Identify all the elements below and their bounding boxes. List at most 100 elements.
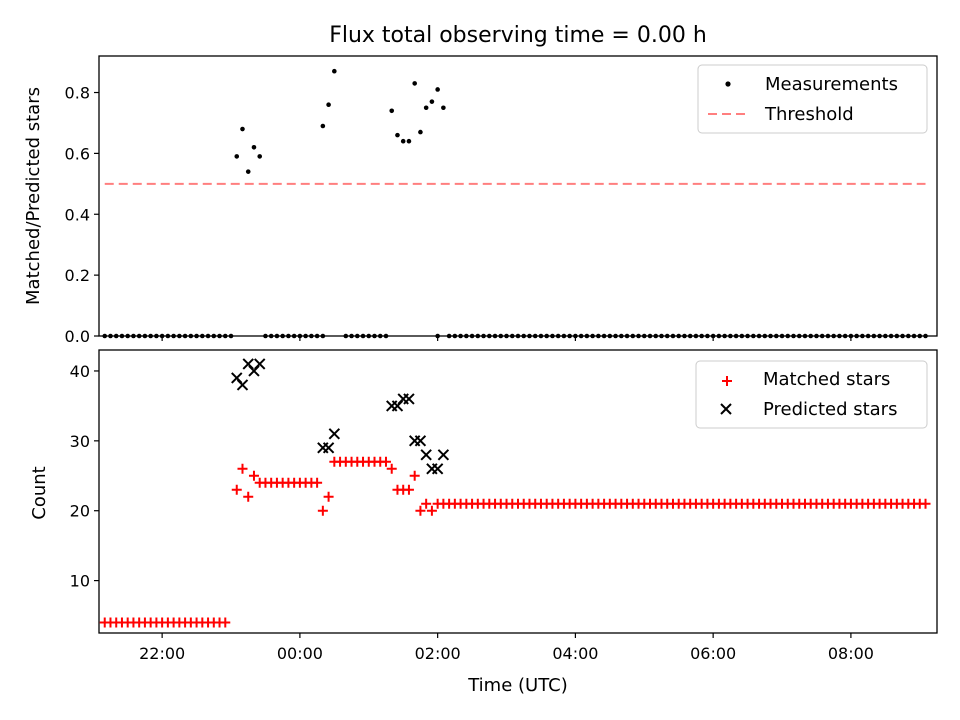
measurement-point (848, 333, 854, 339)
measurement-point (739, 333, 745, 339)
measurement-point (653, 333, 659, 339)
measurement-point (773, 333, 779, 339)
matched-star-point (380, 456, 391, 467)
matched-star-point (415, 505, 426, 516)
measurement-point (860, 333, 865, 339)
measurement-point (659, 333, 664, 339)
measurement-point (492, 333, 498, 339)
measurement-point (406, 138, 412, 144)
measurement-point (159, 333, 165, 339)
measurement-point (487, 333, 492, 339)
legend-marker-predicted (720, 403, 732, 415)
measurement-point (699, 333, 704, 339)
y-tick-label: 20 (70, 502, 90, 521)
legend-marker-measurements (725, 81, 731, 87)
measurement-point (464, 333, 469, 339)
measurement-point (131, 333, 136, 339)
measurement-point (200, 333, 205, 339)
measurement-point (435, 333, 440, 339)
predicted-star-point (328, 428, 341, 440)
measurement-point (458, 333, 463, 339)
legend-frame (695, 360, 928, 429)
matched-star-point (426, 505, 437, 516)
y-tick-label: 10 (70, 572, 90, 591)
measurement-point (297, 333, 303, 339)
matched-star-point (237, 463, 248, 474)
matched-star-point (421, 498, 432, 509)
measurement-point (900, 333, 905, 339)
measurement-point (693, 333, 699, 339)
measurement-point (710, 333, 716, 339)
predicted-star-point (414, 435, 427, 447)
matched-star-point (254, 477, 265, 488)
measurement-point (326, 102, 331, 107)
measurement-point (389, 108, 395, 114)
predicted-star-point (254, 358, 266, 370)
measurement-point (320, 123, 326, 129)
measurement-point (280, 333, 285, 339)
predicted-star-point (437, 449, 450, 461)
measurement-point (240, 126, 245, 132)
measurement-point (154, 333, 159, 339)
measurement-point (148, 333, 153, 339)
measurement-point (435, 87, 440, 92)
measurement-point (274, 333, 280, 339)
measurement-point (446, 333, 452, 339)
measurement-point (825, 333, 831, 339)
measurement-point (722, 333, 727, 339)
measurement-point (119, 333, 125, 339)
matched-star-point (220, 617, 231, 628)
bottom-legend: Matched stars Predicted stars (695, 360, 928, 429)
measurement-point (664, 333, 670, 339)
chart-title: Flux total observing time = 0.00 h (329, 23, 707, 48)
matched-star-point (920, 498, 931, 509)
measurement-point (383, 333, 389, 339)
measurement-point (578, 333, 584, 339)
measurement-point (429, 99, 435, 104)
measurement-point (504, 333, 509, 339)
measurement-point (320, 333, 326, 339)
measurement-point (762, 333, 768, 339)
matched-star-point (243, 491, 254, 502)
measurement-point (309, 333, 314, 339)
measurement-point (647, 333, 653, 339)
y-tick-label: 0.6 (65, 144, 90, 163)
x-tick-label: 22:00 (139, 644, 185, 663)
measurement-point (217, 333, 222, 339)
measurement-point (234, 154, 240, 159)
measurement-point (745, 333, 750, 339)
top-y-axis-label: Matched/Predicted stars (23, 87, 44, 305)
measurement-point (630, 333, 636, 339)
measurement-point (251, 145, 257, 150)
measurement-point (188, 333, 194, 339)
measurement-point (366, 333, 372, 339)
measurement-point (171, 333, 176, 339)
measurement-point (791, 333, 796, 339)
x-tick-label: 02:00 (415, 644, 461, 663)
measurement-point (211, 333, 217, 339)
x-tick-label: 08:00 (828, 644, 874, 663)
measurement-point (831, 333, 836, 339)
y-tick-label: 40 (70, 362, 90, 381)
measurement-point (481, 333, 486, 339)
measurement-point (802, 333, 808, 339)
measurement-point (728, 333, 733, 339)
measurement-point (509, 333, 515, 339)
measurement-point (670, 333, 676, 339)
measurement-point (716, 333, 722, 339)
measurement-point (205, 333, 211, 339)
measurement-point (550, 333, 555, 339)
legend-frame (697, 64, 928, 134)
measurement-point (521, 333, 527, 339)
measurement-point (785, 333, 791, 339)
measurement-point (412, 81, 417, 86)
measurement-point (125, 333, 130, 339)
bottom-y-axis-label: Count (29, 466, 50, 519)
matched-star-point (323, 491, 334, 502)
measurement-point (911, 333, 917, 339)
measurement-point (475, 333, 481, 339)
measurement-point (923, 333, 928, 339)
measurement-point (854, 333, 859, 339)
measurement-point (682, 333, 687, 339)
